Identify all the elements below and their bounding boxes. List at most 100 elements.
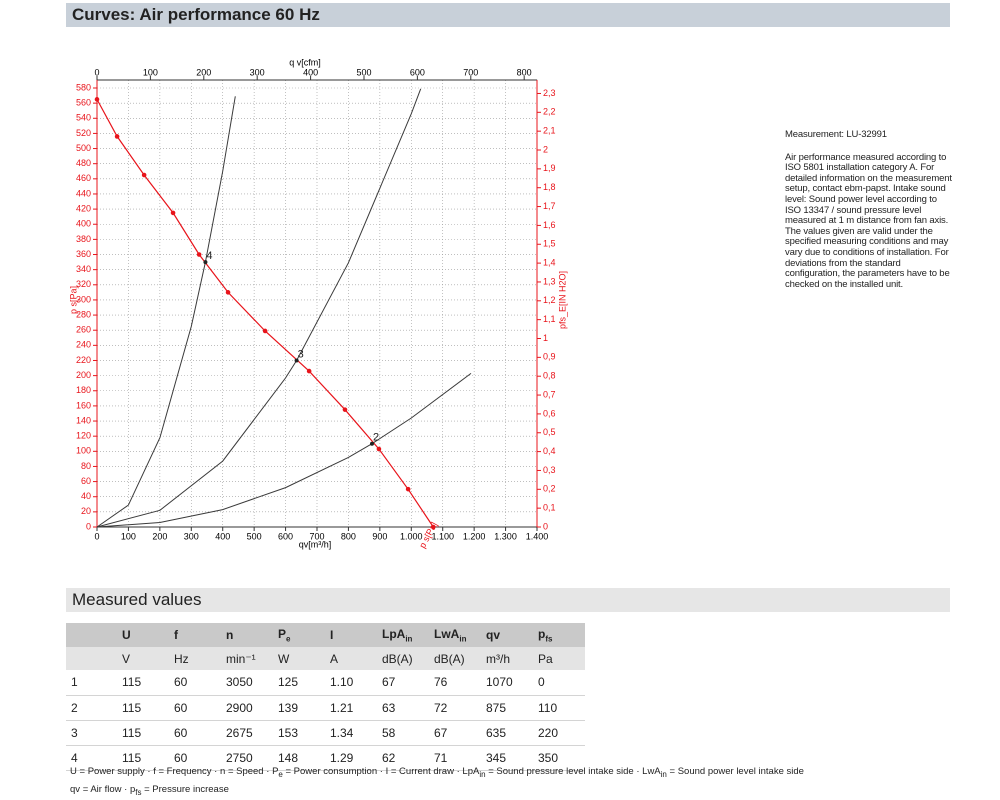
data-cell: 72 (429, 695, 481, 721)
y2-tick-label: 0,7 (543, 389, 556, 399)
header-symbol: n (226, 628, 234, 642)
header-symbol: f (174, 628, 178, 642)
y-tick-label: 300 (76, 294, 91, 304)
section-header: Curves: Air performance 60 Hz (66, 3, 950, 27)
unit-cell: Hz (169, 647, 221, 670)
data-cell: 115 (117, 670, 169, 696)
y-tick-label: 560 (76, 98, 91, 108)
legend-subscript: fs (135, 787, 142, 797)
header-symbol: LpA (382, 626, 406, 641)
curve-marker (306, 368, 312, 374)
x2-tick-label: 400 (303, 67, 318, 77)
y2-tick-label: 2,3 (543, 88, 556, 98)
x-tick-label: 0 (94, 531, 99, 541)
y-tick-label: 160 (76, 400, 91, 410)
operating-point (203, 260, 208, 265)
legend-symbol: P (272, 766, 279, 777)
data-cell: 1.10 (325, 670, 377, 696)
data-cell: 2750 (221, 745, 273, 771)
y2-tick-label: 0,2 (543, 484, 556, 494)
curve-marker (141, 172, 147, 178)
legend-item: LpAin = Sound pressure level intake side (454, 766, 634, 779)
header-cell (66, 623, 117, 647)
y2-tick-label: 1,5 (543, 239, 556, 249)
data-cell: 115 (117, 720, 169, 746)
legend-text: = Current draw (390, 766, 454, 777)
y-tick-label: 280 (76, 309, 91, 319)
data-cell: 139 (273, 695, 325, 721)
legend-item: LwAin = Sound power level intake side (634, 766, 804, 779)
legend-text: = Air flow (82, 783, 122, 795)
data-row: 3 115 60 2675 153 1.34 58 67 635 220 (66, 720, 585, 746)
legend-text: = Power consumption (285, 766, 378, 777)
unit-cell: A (325, 647, 377, 670)
y-tick-label: 360 (76, 249, 91, 259)
data-cell: 67 (377, 670, 429, 696)
legend-symbol: I (385, 766, 389, 777)
y2-axis-label: pfs_E[IN H2O] (557, 271, 567, 329)
legend-item: U = Power supply (70, 766, 145, 777)
unit-cell: m³/h (481, 647, 533, 670)
y2-tick-label: 0,6 (543, 408, 556, 418)
y-tick-label: 320 (76, 279, 91, 289)
measurement-id: Measurement: LU-32991 (785, 129, 887, 140)
header-cell: pfs (533, 623, 585, 647)
x-tick-label: 900 (372, 531, 387, 541)
y2-tick-label: 0,8 (543, 371, 556, 381)
legend-text: = Sound pressure level intake side (488, 766, 634, 777)
header-symbol: P (278, 626, 287, 641)
measurement-text: Air performance measured according to IS… (785, 151, 952, 290)
x-tick-label: 1.100 (431, 531, 454, 541)
x-tick-label: 100 (121, 531, 136, 541)
y-tick-label: 40 (81, 491, 91, 501)
y-tick-label: 80 (81, 461, 91, 471)
y-axis-label: p s[Pa] (68, 286, 78, 314)
header-cell: f (169, 623, 221, 647)
y-tick-label: 180 (76, 385, 91, 395)
curve-marker (262, 328, 268, 334)
data-cell: 1 (66, 670, 117, 696)
x2-tick-label: 700 (463, 67, 478, 77)
x2-tick-label: 600 (410, 67, 425, 77)
data-row: 1 115 60 3050 125 1.10 67 76 1070 0 (66, 670, 585, 696)
chart: 0 100 200 300 400 500 600 700 800 900 1.000 1.100 1.… (68, 57, 567, 549)
data-cell: 153 (273, 720, 325, 746)
curve-marker (94, 97, 100, 102)
x-tick-label: 1.000 (400, 531, 423, 541)
header-subscript: e (286, 634, 291, 644)
data-cell: 58 (377, 720, 429, 746)
legend-text: = Frequency (158, 766, 212, 777)
x-axis-label: qv[m³/h] (299, 539, 332, 549)
legend-item: f = Frequency (145, 766, 212, 777)
curve-marker (430, 524, 436, 530)
curve-marker (376, 446, 382, 452)
data-cell: 110 (533, 695, 585, 721)
data-cell: 67 (429, 720, 481, 746)
curve-marker (170, 210, 176, 216)
header-cell: I (325, 623, 377, 647)
legend-text: = Speed (227, 766, 264, 777)
y-tick-label: 0 (86, 521, 91, 531)
unit-cell: dB(A) (377, 647, 429, 670)
header-cell: n (221, 623, 273, 647)
curve-marker (405, 486, 411, 492)
legend-symbol: p (129, 783, 136, 795)
legend-symbol: U (70, 766, 77, 777)
plot-frame (96, 79, 538, 528)
x2-tick-label: 300 (250, 67, 265, 77)
curve-marker (225, 290, 231, 295)
curve-marker (196, 252, 202, 257)
y-tick-label: 20 (81, 506, 91, 516)
y2-tick-label: 1,8 (543, 182, 556, 192)
data-cell: 1.29 (325, 745, 377, 771)
x-tick-label: 400 (215, 531, 230, 541)
y2-tick-label: 1,3 (543, 276, 556, 286)
y-tick-label: 100 (76, 446, 91, 456)
data-row: 2 115 60 2900 139 1.21 63 72 875 110 (66, 695, 585, 721)
y-tick-label: 420 (76, 203, 91, 213)
data-cell: 60 (169, 670, 221, 696)
data-cell: 148 (273, 745, 325, 771)
x-tick-label: 700 (309, 531, 324, 541)
legend-item: qv = Air flow (70, 784, 122, 795)
